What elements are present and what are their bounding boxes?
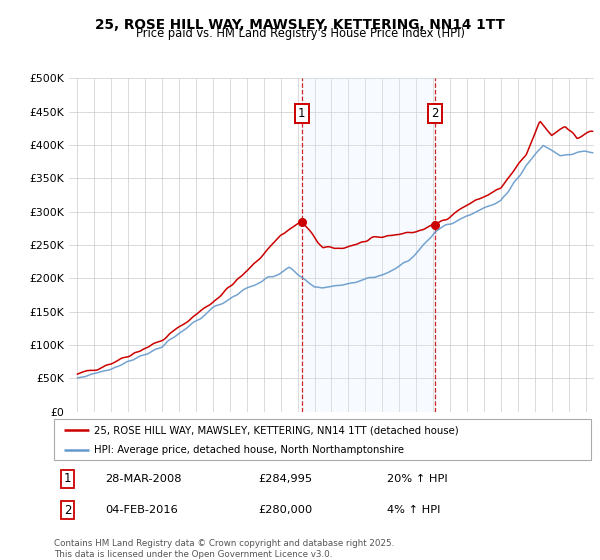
Bar [302,78,434,412]
Text: £284,995: £284,995 [258,474,312,484]
Text: 1: 1 [298,107,305,120]
Text: £280,000: £280,000 [258,505,313,515]
Text: 4% ↑ HPI: 4% ↑ HPI [387,505,440,515]
Text: 20% ↑ HPI: 20% ↑ HPI [387,474,448,484]
FancyBboxPatch shape [54,419,591,460]
Text: 2: 2 [64,503,71,517]
Text: Price paid vs. HM Land Registry's House Price Index (HPI): Price paid vs. HM Land Registry's House … [136,27,464,40]
Text: 2: 2 [431,107,439,120]
Text: 1: 1 [64,472,71,486]
Text: Contains HM Land Registry data © Crown copyright and database right 2025.
This d: Contains HM Land Registry data © Crown c… [54,539,394,559]
Text: 28-MAR-2008: 28-MAR-2008 [105,474,182,484]
Text: HPI: Average price, detached house, North Northamptonshire: HPI: Average price, detached house, Nort… [94,445,404,455]
Text: 25, ROSE HILL WAY, MAWSLEY, KETTERING, NN14 1TT (detached house): 25, ROSE HILL WAY, MAWSLEY, KETTERING, N… [94,426,459,436]
Text: 25, ROSE HILL WAY, MAWSLEY, KETTERING, NN14 1TT: 25, ROSE HILL WAY, MAWSLEY, KETTERING, N… [95,17,505,31]
Text: 04-FEB-2016: 04-FEB-2016 [105,505,178,515]
